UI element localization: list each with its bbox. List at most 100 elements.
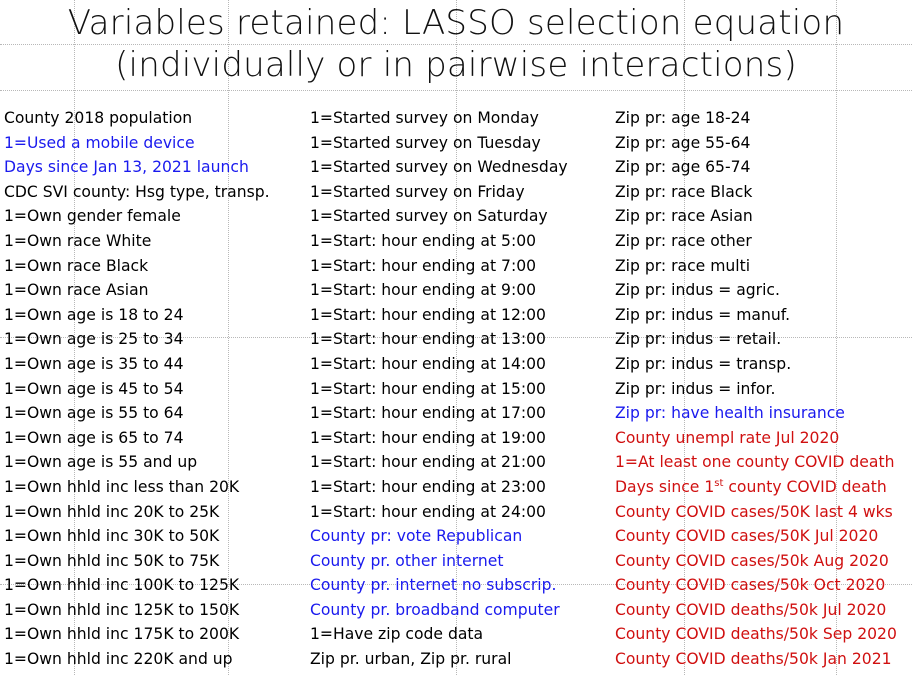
variable-label: County COVID cases/50K Jul 2020: [615, 527, 879, 546]
variable-label: CDC SVI county: Hsg type, transp.: [4, 182, 270, 201]
variable-item: 1=Own age is 55 and up: [4, 450, 270, 475]
variable-label: Zip pr: age 18-24: [615, 109, 751, 127]
variable-item: 1=Own gender female: [4, 204, 270, 229]
title-line-2: (individually or in pairwise interaction…: [115, 45, 797, 85]
variable-label: 1=Started survey on Tuesday: [310, 133, 541, 152]
variable-label: Zip pr: indus = agric.: [615, 281, 780, 300]
variable-item: 1=Own hhld inc 50K to 75K: [4, 549, 270, 574]
variable-label: Zip pr: indus = transp.: [615, 354, 792, 373]
variable-item: Zip pr: indus = infor.: [615, 377, 897, 402]
variable-item: 1=At least one county COVID death: [615, 450, 897, 475]
variable-label: County pr. internet no subscrip.: [310, 576, 557, 595]
variable-item: County COVID deaths/50k Sep 2020: [615, 622, 897, 647]
variable-label: County COVID deaths/50k Sep 2020: [615, 625, 897, 644]
variable-label: 1=Own hhld inc less than 20K: [4, 477, 240, 496]
variable-item: 1=Own hhld inc 30K to 50K: [4, 524, 270, 549]
variable-item: County unempl rate Jul 2020: [615, 426, 897, 451]
variable-item: County pr. internet no subscrip.: [310, 573, 568, 598]
variable-item: 1=Start: hour ending at 7:00: [310, 254, 568, 279]
variable-item: County COVID cases/50k Oct 2020: [615, 573, 897, 598]
variable-label: 1=Have zip code data: [310, 625, 484, 644]
variable-item: CDC SVI county: Hsg type, transp.: [4, 180, 270, 205]
variable-item: Zip pr: race other: [615, 229, 897, 254]
variable-label: 1=Own age is 55 to 64: [4, 404, 184, 423]
variable-item: 1=Started survey on Friday: [310, 180, 568, 205]
variable-label: County COVID deaths/50k Jan 2021: [615, 650, 892, 669]
variable-item: 1=Own race Asian: [4, 278, 270, 303]
variable-column-1: County 2018 population 1=Used a mobile de…: [4, 106, 270, 672]
variable-item: 1=Start: hour ending at 23:00: [310, 475, 568, 500]
variable-label: Days since 1: [615, 477, 715, 496]
variable-label: 1=Own hhld inc 220K and up: [4, 650, 233, 669]
variable-label: 1=Start: hour ending at 12:00: [310, 305, 546, 324]
variable-label: 1=Started survey on Saturday: [310, 207, 548, 226]
variable-item: 1=Own age is 35 to 44: [4, 352, 270, 377]
variable-item: 1=Start: hour ending at 14:00: [310, 352, 568, 377]
variable-item: 1=Start: hour ending at 17:00: [310, 401, 568, 426]
variable-label: 1=Started survey on Friday: [310, 182, 525, 201]
variable-label: Zip pr: indus = manuf.: [615, 305, 791, 324]
variable-item: 1=Own age is 45 to 54: [4, 377, 270, 402]
variable-label: County unempl rate Jul 2020: [615, 428, 840, 447]
variable-column-2: 1=Started survey on Monday 1=Started surv…: [310, 106, 568, 672]
variable-item: County COVID cases/50K last 4 wks: [615, 500, 897, 525]
variable-label: Zip pr: age 55-64: [615, 133, 751, 152]
variable-label: 1=Start: hour ending at 24:00: [310, 502, 546, 521]
variable-item: Zip pr. urban, Zip pr. rural: [310, 647, 568, 672]
variable-label: County 2018 population: [4, 109, 193, 127]
variable-label: County pr. broadband computer: [310, 600, 560, 619]
variable-item: 1=Started survey on Saturday: [310, 204, 568, 229]
variable-label: 1=Start: hour ending at 9:00: [310, 281, 537, 300]
title-line-1: Variables retained: LASSO selection equa…: [67, 3, 845, 43]
variable-label: 1=Own age is 35 to 44: [4, 354, 184, 373]
variable-label: 1=Start: hour ending at 19:00: [310, 428, 546, 447]
slide-title: Variables retained: LASSO selection equa…: [0, 2, 912, 86]
variable-label: 1=Start: hour ending at 17:00: [310, 404, 546, 423]
variable-item: 1=Own race Black: [4, 254, 270, 279]
variable-item: 1=Start: hour ending at 21:00: [310, 450, 568, 475]
variable-label: 1=Own hhld inc 125K to 150K: [4, 600, 240, 619]
variable-item: 1=Own hhld inc 125K to 150K: [4, 598, 270, 623]
variable-item: County COVID cases/50K Jul 2020: [615, 524, 897, 549]
variable-label: 1=Own hhld inc 100K to 125K: [4, 576, 240, 595]
variable-label: Zip pr: race other: [615, 231, 752, 250]
variable-item: County COVID cases/50k Aug 2020: [615, 549, 897, 574]
variable-item: Zip pr: age 65-74: [615, 155, 897, 180]
variable-label: Zip pr: indus = retail.: [615, 330, 782, 349]
variable-item: Zip pr: have health insurance: [615, 401, 897, 426]
variable-label: 1=Used a mobile device: [4, 133, 195, 152]
variable-label: 1=Start: hour ending at 15:00: [310, 379, 546, 398]
variable-item: 1=Start: hour ending at 5:00: [310, 229, 568, 254]
variable-item: Zip pr: race multi: [615, 254, 897, 279]
variable-label: Zip pr: race multi: [615, 256, 751, 275]
variable-label: Zip pr: indus = infor.: [615, 379, 776, 398]
variable-label: 1=Start: hour ending at 7:00: [310, 256, 537, 275]
variable-item: County pr. other internet: [310, 549, 568, 574]
variable-item: 1=Own age is 18 to 24: [4, 303, 270, 328]
variable-item: 1=Start: hour ending at 15:00: [310, 377, 568, 402]
variable-item: 1=Start: hour ending at 12:00: [310, 303, 568, 328]
variable-item: 1=Started survey on Monday: [310, 106, 568, 131]
guide-line: [0, 90, 912, 91]
variable-label-superscript: st: [714, 477, 724, 489]
variable-item: Zip pr: race Black: [615, 180, 897, 205]
variable-item: Days since 1st county COVID death: [615, 475, 897, 500]
variable-item: 1=Started survey on Tuesday: [310, 131, 568, 156]
variable-label: 1=Start: hour ending at 14:00: [310, 354, 546, 373]
variable-label: Days since Jan 13, 2021 launch: [4, 158, 249, 177]
variable-label: 1=Own hhld inc 50K to 75K: [4, 551, 220, 570]
variable-label: 1=Started survey on Monday: [310, 109, 539, 127]
variable-item: County pr: vote Republican: [310, 524, 568, 549]
variable-item: 1=Started survey on Wednesday: [310, 155, 568, 180]
variable-item: 1=Start: hour ending at 19:00: [310, 426, 568, 451]
variable-label: County pr. other internet: [310, 551, 504, 570]
variable-item: 1=Start: hour ending at 9:00: [310, 278, 568, 303]
variable-item: 1=Own hhld inc 20K to 25K: [4, 500, 270, 525]
variable-label: 1=Own race Black: [4, 256, 149, 275]
variable-label: Zip pr: have health insurance: [615, 404, 845, 423]
variable-label: 1=Own hhld inc 30K to 50K: [4, 527, 220, 546]
variable-label: County COVID deaths/50k Jul 2020: [615, 600, 887, 619]
variable-label: Zip pr: race Black: [615, 182, 753, 201]
variable-item: 1=Own age is 65 to 74: [4, 426, 270, 451]
variable-item: 1=Start: hour ending at 24:00: [310, 500, 568, 525]
